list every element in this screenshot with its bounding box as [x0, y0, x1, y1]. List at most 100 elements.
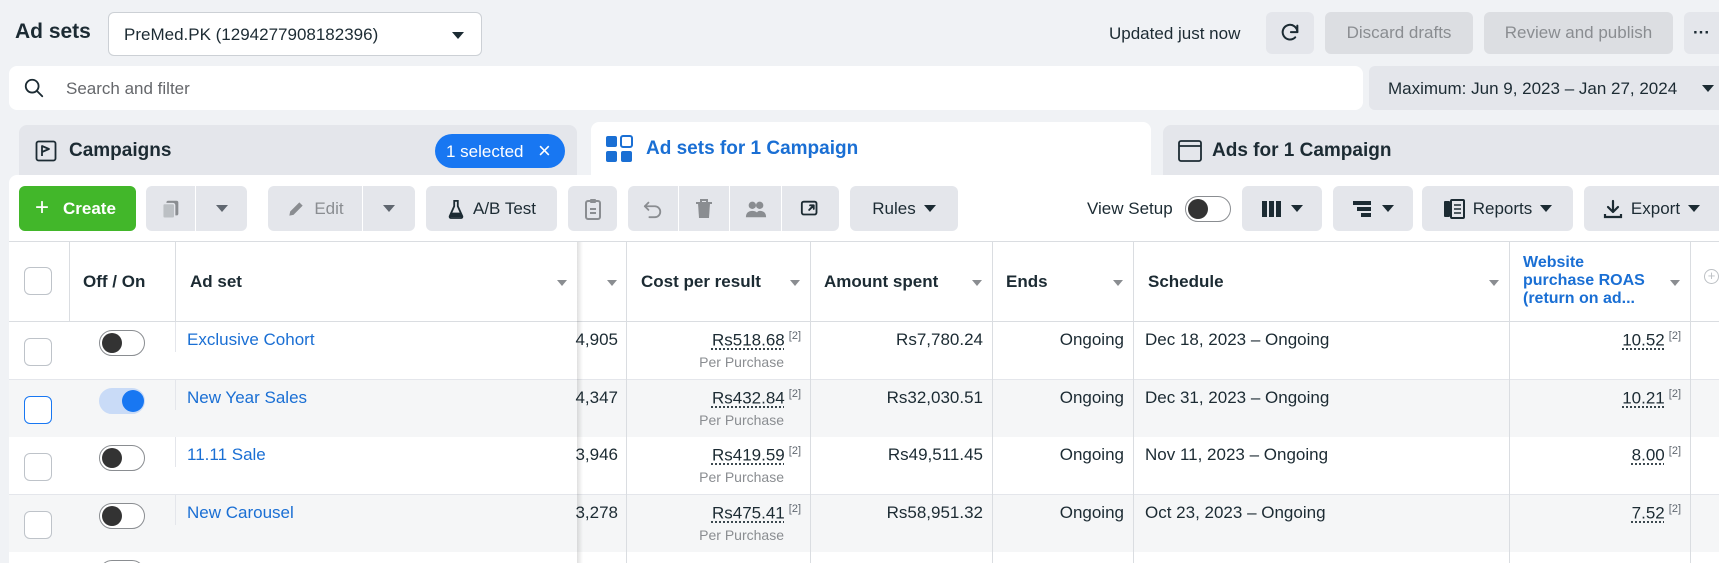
roas-value[interactable]: 10.21	[1622, 388, 1665, 408]
roas-value[interactable]: 7.52	[1631, 503, 1665, 523]
table-header: Off / On Ad set Cost per result Amount s…	[9, 242, 1719, 322]
rules-button[interactable]: Rules	[850, 186, 958, 231]
sort-icon[interactable]	[790, 280, 800, 286]
table-row[interactable]: Exclusive Cohort 4,905 Rs518.68 [2] Per P…	[9, 322, 1719, 380]
ab-test-button[interactable]: A/B Test	[426, 186, 557, 231]
sort-icon[interactable]	[607, 280, 617, 286]
schedule-value: Dec 18, 2023 – Ongoing	[1145, 330, 1330, 349]
table-row[interactable]: 11.11 Sale 3,946 Rs419.59 [2] Per Purchas…	[9, 437, 1719, 495]
audience-button[interactable]	[730, 186, 781, 231]
edit-label: Edit	[314, 198, 344, 218]
duplicate-dropdown[interactable]	[196, 186, 247, 231]
col-adset[interactable]: Ad set	[190, 272, 242, 291]
roas-note: [2]	[1668, 445, 1681, 457]
row-frozen	[9, 437, 577, 494]
frozen-shadow	[577, 242, 583, 563]
sort-icon[interactable]	[1670, 280, 1680, 286]
select-all-checkbox[interactable]	[24, 267, 52, 295]
edit-dropdown[interactable]	[363, 186, 415, 231]
sort-icon[interactable]	[972, 280, 982, 286]
flag-icon	[35, 140, 57, 162]
reports-button[interactable]: Reports	[1422, 186, 1573, 231]
sort-icon[interactable]	[1113, 280, 1123, 286]
table-row[interactable]: New Carousel 3,278 Rs475.41 [2] Per Purch…	[9, 495, 1719, 553]
share-button[interactable]	[782, 186, 839, 231]
adset-name-link[interactable]: New Carousel	[187, 503, 294, 522]
row-toggle[interactable]	[99, 445, 145, 471]
page-title: Ad sets	[15, 20, 91, 43]
sort-icon[interactable]	[1489, 280, 1499, 286]
amount-spent-value: Rs49,511.45	[887, 445, 983, 464]
selected-chip[interactable]: 1 selected ×	[435, 134, 565, 168]
col-ends[interactable]: Ends	[1006, 272, 1048, 291]
columns-icon	[1262, 200, 1281, 217]
ad-icon	[1178, 140, 1202, 162]
pencil-icon	[289, 201, 304, 216]
row-toggle[interactable]	[99, 503, 145, 529]
cost-per-result-value[interactable]: Rs475.41	[711, 503, 785, 523]
adset-name-link[interactable]: New Year Sales	[187, 388, 308, 407]
cost-per-result-sub: Per Purchase	[699, 412, 784, 428]
discard-drafts-button[interactable]: Discard drafts	[1325, 12, 1473, 54]
date-range-picker[interactable]: Maximum: Jun 9, 2023 – Jan 27, 2024	[1369, 66, 1719, 110]
view-setup-toggle[interactable]	[1185, 196, 1231, 222]
paste-button[interactable]	[568, 186, 617, 231]
delete-button[interactable]	[679, 186, 729, 231]
columns-button[interactable]	[1242, 186, 1322, 231]
row-checkbox[interactable]	[24, 396, 52, 424]
col-cost-per-result[interactable]: Cost per result	[641, 272, 761, 291]
schedule-value: Dec 31, 2023 – Ongoing	[1145, 388, 1330, 407]
create-button[interactable]: + Create	[19, 186, 136, 231]
download-icon	[1603, 199, 1623, 218]
roas-value[interactable]: 8.00	[1631, 445, 1665, 465]
row-checkbox[interactable]	[24, 511, 52, 539]
people-icon	[745, 201, 766, 217]
cost-per-result-value[interactable]: Rs419.59	[711, 445, 785, 465]
cost-per-result: Rs419.59 [2]	[712, 445, 801, 466]
search-bar[interactable]: Search and filter	[9, 66, 1363, 110]
roas: 8.00 [2]	[1632, 445, 1681, 466]
review-publish-button[interactable]: Review and publish	[1484, 12, 1673, 54]
ad-set-table: Off / On Ad set Cost per result Amount s…	[9, 241, 1719, 563]
account-name: PreMed.PK (1294277908182396)	[124, 25, 379, 44]
add-column-icon[interactable]: +	[1704, 269, 1719, 284]
breakdown-button[interactable]	[1333, 186, 1413, 231]
adset-name-link[interactable]: Exclusive Cohort	[187, 330, 315, 349]
clipboard-icon	[584, 198, 601, 220]
ends-value: Ongoing	[1059, 388, 1124, 407]
refresh-button[interactable]	[1266, 12, 1314, 54]
tab-adsets[interactable]: Ad sets for 1 Campaign	[591, 122, 1151, 176]
ends-value: Ongoing	[1059, 503, 1124, 522]
results-value: 3,278	[575, 503, 618, 522]
adset-name-link[interactable]: 11.11 Sale	[187, 445, 266, 464]
search-input[interactable]: Search and filter	[66, 79, 190, 98]
roas-value[interactable]: 10.52	[1622, 330, 1665, 350]
row-toggle[interactable]	[99, 388, 145, 414]
cost-per-result-value[interactable]: Rs518.68	[711, 330, 785, 350]
edit-button[interactable]: Edit	[268, 186, 362, 231]
col-schedule[interactable]: Schedule	[1148, 272, 1224, 291]
row-checkbox[interactable]	[24, 338, 52, 366]
tab-ads[interactable]: Ads for 1 Campaign	[1163, 125, 1719, 175]
cost-per-result-value[interactable]: Rs432.84	[711, 388, 785, 408]
tab-campaigns[interactable]: Campaigns 1 selected ×	[19, 125, 577, 175]
col-roas[interactable]: Website purchase ROAS (return on ad...	[1523, 254, 1645, 307]
table-row[interactable]: New Year Sales 4,347 Rs432.84 [2] Per Pur…	[9, 380, 1719, 438]
undo-button[interactable]	[628, 186, 678, 231]
close-icon[interactable]: ×	[538, 138, 551, 163]
duplicate-button[interactable]	[146, 186, 195, 231]
tab-campaigns-label: Campaigns	[69, 140, 172, 161]
account-selector[interactable]: PreMed.PK (1294277908182396)	[108, 12, 482, 56]
cost-per-result: Rs475.41 [2]	[712, 503, 801, 524]
col-amount-spent[interactable]: Amount spent	[824, 272, 939, 291]
chevron-down-icon	[1702, 85, 1714, 92]
roas: 7.52 [2]	[1632, 503, 1681, 524]
chevron-down-icon	[215, 205, 228, 212]
row-checkbox[interactable]	[24, 453, 52, 481]
more-button[interactable]: ···	[1684, 12, 1719, 54]
roas-note: [2]	[1668, 388, 1681, 400]
export-button[interactable]: Export	[1584, 186, 1719, 231]
chevron-down-icon	[1291, 205, 1303, 212]
row-toggle[interactable]	[99, 330, 145, 356]
sort-icon[interactable]	[557, 280, 567, 286]
